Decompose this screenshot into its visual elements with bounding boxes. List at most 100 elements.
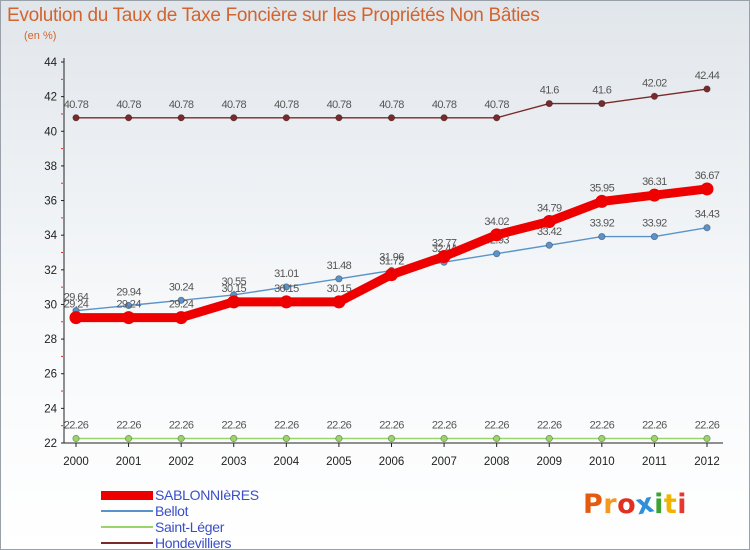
data-point-sablonnieres	[595, 194, 609, 208]
data-point-sablonnieres	[122, 311, 136, 325]
data-point-sablonnieres	[542, 215, 556, 229]
data-label-bellot: 31.01	[274, 268, 299, 280]
data-label-sablonnieres: 34.79	[537, 203, 562, 215]
x-tick-label: 2007	[431, 456, 457, 468]
data-label-hondevilliers: 42.44	[695, 70, 720, 82]
data-point-sablonnieres	[700, 182, 714, 196]
legend-swatch-hondevilliers	[101, 542, 153, 544]
y-tick-label: 36	[44, 196, 57, 208]
legend-label-bellot: Bellot	[155, 503, 189, 519]
data-label-sablonnieres: 29.24	[116, 299, 141, 311]
data-label-saint-leger: 22.26	[432, 419, 457, 431]
x-tick-label: 2004	[274, 456, 300, 468]
y-tick-label: 22	[44, 438, 57, 450]
data-point-hondevilliers	[440, 114, 448, 122]
data-point-bellot	[177, 296, 185, 304]
y-tick-label: 24	[44, 403, 57, 415]
data-point-saint-leger	[387, 434, 396, 443]
data-label-saint-leger: 22.26	[590, 419, 615, 431]
data-point-hondevilliers	[72, 114, 80, 122]
x-tick-label: 2010	[589, 456, 615, 468]
data-label-hondevilliers: 40.78	[116, 99, 141, 111]
y-tick-label: 40	[44, 126, 57, 138]
data-point-sablonnieres	[385, 268, 398, 282]
data-point-sablonnieres	[437, 249, 451, 263]
data-label-hondevilliers: 40.78	[64, 99, 89, 111]
data-label-sablonnieres: 30.15	[274, 283, 299, 295]
series-hondevilliers: 40.78 40.78 40.78 40.78 40.78 40.78 40.78 40.78…	[64, 70, 720, 122]
x-tick-label: 2003	[221, 456, 247, 468]
y-tick-label: 34	[44, 230, 57, 242]
data-point-hondevilliers	[177, 114, 185, 122]
data-point-hondevilliers	[387, 114, 396, 122]
y-tick-label: 38	[44, 161, 57, 173]
x-tick-label: 2009	[536, 456, 562, 468]
x-tick-label: 2000	[63, 456, 89, 468]
legend-label-sablonnieres: SABLONNIèRES	[155, 487, 259, 503]
data-label-hondevilliers: 40.78	[274, 99, 299, 111]
data-label-bellot: 33.42	[537, 226, 562, 238]
data-label-saint-leger: 22.26	[379, 419, 404, 431]
data-label-saint-leger: 22.26	[64, 419, 89, 431]
data-point-saint-leger	[650, 434, 659, 443]
data-point-sablonnieres	[227, 295, 241, 309]
data-label-hondevilliers: 40.78	[327, 99, 352, 111]
x-tick-label: 2011	[642, 456, 667, 468]
x-tick-label: 2001	[116, 456, 142, 468]
data-point-saint-leger	[335, 434, 343, 443]
data-label-saint-leger: 22.26	[484, 419, 509, 431]
data-point-sablonnieres	[69, 311, 83, 325]
data-label-bellot: 33.92	[642, 218, 667, 230]
data-label-saint-leger: 22.26	[274, 419, 299, 431]
legend-label-saint-leger: Saint-Léger	[155, 519, 225, 535]
data-label-hondevilliers: 40.78	[432, 99, 457, 111]
data-point-hondevilliers	[124, 114, 133, 122]
y-tick-label: 28	[44, 334, 57, 346]
data-point-hondevilliers	[545, 99, 553, 108]
data-point-hondevilliers	[282, 114, 290, 122]
data-point-bellot	[124, 301, 133, 310]
data-label-hondevilliers: 40.78	[484, 99, 509, 111]
x-tick-label: 2005	[326, 456, 352, 468]
data-point-sablonnieres	[490, 228, 504, 242]
data-label-saint-leger: 22.26	[116, 419, 141, 431]
x-tick-label: 2012	[694, 456, 720, 468]
data-label-sablonnieres: 30.15	[221, 283, 246, 295]
data-label-saint-leger: 22.26	[695, 419, 720, 431]
x-tick-label: 2006	[379, 456, 405, 468]
data-point-saint-leger	[598, 434, 606, 443]
data-label-hondevilliers: 42.02	[642, 77, 667, 89]
data-label-saint-leger: 22.26	[221, 419, 246, 431]
data-label-sablonnieres: 36.31	[642, 176, 667, 188]
legend-label-hondevilliers: Hondevilliers	[155, 535, 232, 550]
data-point-hondevilliers	[493, 114, 501, 122]
logo-letter: r	[603, 489, 618, 520]
logo-letter: o	[617, 489, 637, 520]
data-label-saint-leger: 22.26	[169, 419, 194, 431]
data-label-hondevilliers: 41.6	[540, 85, 559, 97]
data-point-sablonnieres	[332, 295, 346, 309]
series-sablonnieres: 29.24 29.24 29.24 30.15 30.15 30.15 31.72 32.77…	[64, 170, 720, 325]
data-point-saint-leger	[282, 434, 290, 443]
data-point-sablonnieres	[279, 295, 293, 309]
data-point-saint-leger	[72, 434, 80, 443]
data-point-bellot	[545, 241, 553, 249]
legend-swatch-saint-leger	[101, 526, 153, 528]
data-point-sablonnieres	[647, 188, 661, 202]
data-label-bellot: 31.48	[327, 260, 352, 272]
y-tick-label: 42	[44, 92, 57, 104]
data-label-bellot: 29.64	[64, 292, 89, 304]
y-tick-label: 26	[44, 369, 57, 381]
data-label-bellot: 29.94	[116, 286, 141, 298]
data-label-sablonnieres: 35.95	[590, 182, 615, 194]
data-label-bellot: 33.92	[590, 218, 615, 230]
data-label-sablonnieres: 36.67	[695, 170, 720, 182]
data-label-hondevilliers: 40.78	[169, 99, 194, 111]
series-saint-leger: 22.26 22.26 22.26 22.26 22.26 22.26 22.26 22.26…	[64, 419, 720, 443]
data-point-saint-leger	[230, 434, 238, 443]
data-label-hondevilliers: 40.78	[221, 99, 246, 111]
data-point-saint-leger	[177, 434, 185, 443]
